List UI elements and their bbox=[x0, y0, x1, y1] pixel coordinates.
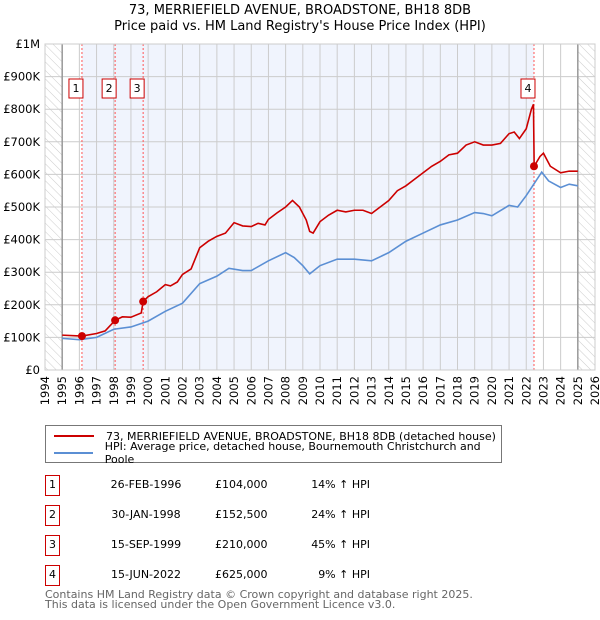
x-tick-label: 2002 bbox=[176, 376, 190, 405]
x-tick-label: 2019 bbox=[468, 376, 482, 405]
sale-number: 1 bbox=[45, 475, 60, 496]
sale-label-box bbox=[520, 78, 536, 99]
y-tick-label: £1M bbox=[15, 37, 40, 51]
x-tick-label: 1994 bbox=[38, 376, 52, 405]
x-tick-label: 2016 bbox=[416, 376, 430, 405]
sale-point bbox=[111, 316, 120, 325]
sale-hpi-diff: 9% ↑ HPI bbox=[318, 568, 370, 581]
sale-row: 3 15-SEP-1999 £210,000 45% ↑ HPI bbox=[45, 535, 445, 556]
x-tick-label: 2004 bbox=[210, 376, 224, 405]
sale-label-number: 2 bbox=[106, 82, 113, 95]
footer: Contains HM Land Registry data © Crown c… bbox=[45, 588, 473, 611]
sale-row: 4 15-JUN-2022 £625,000 9% ↑ HPI bbox=[45, 565, 445, 586]
legend-swatch-blue bbox=[54, 452, 93, 454]
price-chart: 1994 1995 1996 1997 1998 1999 2000 2001 2002 2003… bbox=[3, 37, 600, 405]
sale-date: 30-JAN-1998 bbox=[111, 508, 181, 521]
y-tick-label: £600K bbox=[3, 167, 40, 181]
sale-price: £210,000 bbox=[215, 538, 268, 551]
y-tick-label: £500K bbox=[3, 200, 40, 214]
y-tick-label: £300K bbox=[3, 265, 40, 279]
x-tick-label: 2018 bbox=[451, 376, 465, 405]
sale-row: 2 30-JAN-1998 £152,500 24% ↑ HPI bbox=[45, 505, 445, 526]
x-tick-label: 2022 bbox=[519, 376, 533, 405]
sale-point bbox=[77, 332, 86, 341]
x-tick-label: 2001 bbox=[158, 376, 172, 405]
y-tick-label: £100K bbox=[3, 330, 40, 344]
footer-line-1: Contains HM Land Registry data © Crown c… bbox=[45, 588, 473, 601]
x-tick-label: 2021 bbox=[502, 376, 516, 405]
hpi-series-line bbox=[62, 170, 578, 341]
x-tick-label: 1997 bbox=[90, 376, 104, 405]
x-tick-label: 2003 bbox=[193, 376, 207, 405]
x-tick-label: 2012 bbox=[347, 376, 361, 405]
x-tick-label: 2011 bbox=[330, 376, 344, 405]
y-tick-label: £900K bbox=[3, 70, 40, 84]
sale-hpi-diff: 45% ↑ HPI bbox=[311, 538, 370, 551]
x-tick-label: 2008 bbox=[279, 376, 293, 405]
x-tick-label: 2006 bbox=[244, 376, 258, 405]
x-tick-label: 1999 bbox=[124, 376, 138, 405]
sale-price: £104,000 bbox=[215, 478, 268, 491]
x-tick-label: 2014 bbox=[382, 376, 396, 405]
sale-label-box bbox=[129, 78, 145, 99]
x-tick-label: 2007 bbox=[261, 376, 275, 405]
sale-point bbox=[529, 162, 538, 171]
x-tick-label: 2024 bbox=[554, 376, 568, 405]
chart-subtitle: Price paid vs. HM Land Registry's House … bbox=[114, 19, 486, 34]
x-tick-label: 2013 bbox=[365, 376, 379, 405]
property-series-line bbox=[62, 103, 578, 337]
sale-row: 1 26-FEB-1996 £104,000 14% ↑ HPI bbox=[45, 475, 445, 496]
x-tick-label: 2020 bbox=[485, 376, 499, 405]
legend-label-hpi: HPI: Average price, detached house, Bour… bbox=[104, 440, 481, 466]
x-tick-label: 2015 bbox=[399, 376, 413, 405]
sale-label-number: 1 bbox=[72, 82, 79, 95]
legend-swatch-red bbox=[54, 435, 94, 437]
sale-date: 15-SEP-1999 bbox=[110, 538, 182, 551]
y-tick-label: £0 bbox=[25, 363, 40, 377]
x-tick-label: 2025 bbox=[571, 376, 585, 405]
y-tick-label: £800K bbox=[3, 102, 40, 116]
sale-number: 2 bbox=[45, 505, 60, 526]
chart-title: 73, MERRIEFIELD AVENUE, BROADSTONE, BH18… bbox=[128, 3, 472, 18]
plot-border bbox=[44, 43, 596, 371]
x-tick-label: 2000 bbox=[141, 376, 155, 405]
sale-price: £152,500 bbox=[215, 508, 268, 521]
y-tick-label: £200K bbox=[3, 298, 40, 312]
x-tick-label: 2023 bbox=[536, 376, 550, 405]
y-tick-label: £700K bbox=[3, 135, 40, 149]
sale-number: 3 bbox=[45, 535, 60, 556]
x-tick-label: 1998 bbox=[107, 376, 121, 405]
legend-label-property: 73, MERRIEFIELD AVENUE, BROADSTONE, BH18… bbox=[106, 429, 496, 443]
x-tick-label: 2005 bbox=[227, 376, 241, 405]
sale-hpi-diff: 24% ↑ HPI bbox=[311, 508, 370, 521]
sale-label-box bbox=[101, 78, 117, 99]
sale-label-number: 3 bbox=[134, 82, 141, 95]
x-tick-label: 2009 bbox=[296, 376, 310, 405]
x-tick-label: 1995 bbox=[55, 376, 69, 405]
y-tick-label: £400K bbox=[3, 233, 40, 247]
sale-hpi-diff: 14% ↑ HPI bbox=[311, 478, 370, 491]
footer-line-2: This data is licensed under the Open Gov… bbox=[45, 598, 396, 611]
x-tick-label: 2017 bbox=[433, 376, 447, 405]
sale-number: 4 bbox=[45, 565, 60, 586]
sale-date: 15-JUN-2022 bbox=[110, 568, 182, 581]
x-tick-label: 2026 bbox=[588, 376, 600, 405]
legend: 73, MERRIEFIELD AVENUE, BROADSTONE, BH18… bbox=[45, 425, 502, 466]
sale-date: 26-FEB-1996 bbox=[110, 478, 182, 491]
x-tick-label: 2010 bbox=[313, 376, 327, 405]
sale-price: £625,000 bbox=[215, 568, 268, 581]
sale-label-box bbox=[68, 78, 84, 99]
x-tick-label: 1996 bbox=[72, 376, 86, 405]
sale-label-number: 4 bbox=[524, 82, 531, 95]
sale-point bbox=[139, 297, 148, 306]
